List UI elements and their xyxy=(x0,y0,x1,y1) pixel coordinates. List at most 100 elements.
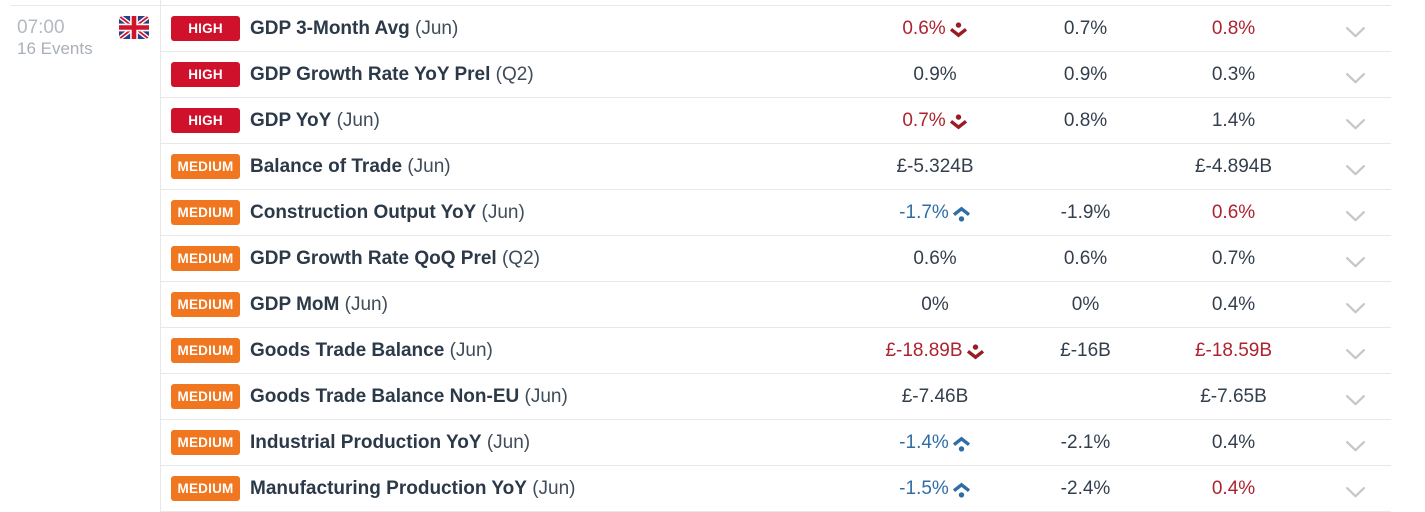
event-period: (Q2) xyxy=(496,247,540,269)
event-name[interactable]: Goods Trade Balance (Jun) xyxy=(250,340,860,362)
actual-value-cell: -1.7% xyxy=(860,202,1010,224)
importance-badge: MEDIUM xyxy=(171,154,240,179)
event-row[interactable]: MEDIUM Manufacturing Production YoY (Jun… xyxy=(160,466,1391,512)
chevron-down-icon xyxy=(1346,441,1365,452)
event-name-text: GDP Growth Rate YoY Prel xyxy=(250,63,491,85)
actual-value-cell: 0.7% xyxy=(860,110,1010,132)
time-group-cell: 07:00 16 Events xyxy=(11,6,160,512)
events-count-label: 16 Events xyxy=(17,38,93,58)
previous-value: 0.9% xyxy=(1063,63,1108,85)
event-name[interactable]: Construction Output YoY (Jun) xyxy=(250,202,860,224)
event-period: (Jun) xyxy=(339,293,388,315)
event-period: (Jun) xyxy=(481,431,531,453)
importance-badge: MEDIUM xyxy=(171,200,240,225)
previous-value: 0.8% xyxy=(1063,109,1108,131)
importance-badge: MEDIUM xyxy=(171,476,240,501)
event-name[interactable]: GDP YoY (Jun) xyxy=(250,110,860,132)
expand-row-button[interactable] xyxy=(1313,257,1398,268)
event-name-text: GDP YoY xyxy=(250,109,332,131)
event-name[interactable]: GDP Growth Rate QoQ Prel (Q2) xyxy=(250,248,860,270)
consensus-value: 0.4% xyxy=(1211,293,1256,315)
previous-value: 0.6% xyxy=(1063,247,1108,269)
actual-value: £-18.89B xyxy=(885,339,963,361)
event-row[interactable]: HIGH GDP 3-Month Avg (Jun) 0.6% 0.7% 0.8… xyxy=(160,6,1391,52)
consensus-value: 0.4% xyxy=(1211,477,1256,499)
consensus-value: £-4.894B xyxy=(1194,155,1273,177)
expand-row-button[interactable] xyxy=(1313,349,1398,360)
expand-row-button[interactable] xyxy=(1313,73,1398,84)
importance-badge: HIGH xyxy=(171,108,240,133)
chevron-down-icon xyxy=(1346,119,1365,130)
event-row[interactable]: MEDIUM Goods Trade Balance (Jun) £-18.89… xyxy=(160,328,1391,374)
event-name-text: GDP MoM xyxy=(250,293,340,315)
event-period: (Jun) xyxy=(409,17,459,39)
actual-value: £-5.324B xyxy=(896,155,974,177)
event-name-text: Industrial Production YoY xyxy=(250,431,482,453)
event-name-text: Manufacturing Production YoY xyxy=(250,477,527,499)
actual-value-cell: £-7.46B xyxy=(860,386,1010,408)
previous-value: -2.1% xyxy=(1060,431,1111,453)
event-name-text: Goods Trade Balance xyxy=(250,339,445,361)
event-name[interactable]: GDP MoM (Jun) xyxy=(250,294,860,316)
expand-row-button[interactable] xyxy=(1313,303,1398,314)
event-name[interactable]: Goods Trade Balance Non-EU (Jun) xyxy=(250,386,860,408)
event-name[interactable]: GDP Growth Rate YoY Prel (Q2) xyxy=(250,64,860,86)
previous-value: -2.4% xyxy=(1060,477,1111,499)
time-group-block: 07:00 16 Events HIGH GDP 3-Month Avg (Ju… xyxy=(11,5,1391,512)
event-period: (Jun) xyxy=(444,339,493,361)
importance-badge: HIGH xyxy=(171,16,240,41)
event-period: (Q2) xyxy=(490,63,534,85)
actual-value: -1.7% xyxy=(899,201,949,223)
event-period: (Jun) xyxy=(331,109,380,131)
actual-value: 0.6% xyxy=(913,247,957,269)
actual-higher-arrow-icon xyxy=(952,436,971,452)
actual-value: 0.9% xyxy=(913,63,957,85)
event-row[interactable]: MEDIUM GDP Growth Rate QoQ Prel (Q2) 0.6… xyxy=(160,236,1391,282)
consensus-value: 0.3% xyxy=(1211,63,1256,85)
actual-value: 0.7% xyxy=(902,109,946,131)
actual-value-cell: £-5.324B xyxy=(860,156,1010,178)
actual-higher-arrow-icon xyxy=(952,482,971,498)
expand-row-button[interactable] xyxy=(1313,211,1398,222)
consensus-value: 0.4% xyxy=(1211,431,1256,453)
event-row[interactable]: HIGH GDP Growth Rate YoY Prel (Q2) 0.9% … xyxy=(160,52,1391,98)
time-info: 07:00 16 Events xyxy=(17,17,93,58)
events-list: HIGH GDP 3-Month Avg (Jun) 0.6% 0.7% 0.8… xyxy=(160,6,1391,512)
expand-row-button[interactable] xyxy=(1313,487,1398,498)
event-row[interactable]: MEDIUM Goods Trade Balance Non-EU (Jun) … xyxy=(160,374,1391,420)
actual-lower-arrow-icon xyxy=(966,343,985,360)
chevron-down-icon xyxy=(1346,395,1365,406)
event-row[interactable]: MEDIUM Industrial Production YoY (Jun) -… xyxy=(160,420,1391,466)
event-name[interactable]: Balance of Trade (Jun) xyxy=(250,156,860,178)
previous-value: 0% xyxy=(1071,293,1100,315)
event-period: (Jun) xyxy=(476,201,525,223)
consensus-value: 1.4% xyxy=(1211,109,1256,131)
previous-value: £-16B xyxy=(1060,339,1111,361)
expand-row-button[interactable] xyxy=(1313,395,1398,406)
event-name[interactable]: Manufacturing Production YoY (Jun) xyxy=(250,478,860,500)
importance-badge: HIGH xyxy=(171,62,240,87)
expand-row-button[interactable] xyxy=(1313,441,1398,452)
event-period: (Jun) xyxy=(526,477,576,499)
chevron-down-icon xyxy=(1346,303,1365,314)
consensus-value: 0.7% xyxy=(1211,247,1256,269)
chevron-down-icon xyxy=(1346,211,1365,222)
event-name[interactable]: GDP 3-Month Avg (Jun) xyxy=(250,18,860,40)
consensus-value: £-7.65B xyxy=(1200,385,1267,407)
chevron-down-icon xyxy=(1346,73,1365,84)
actual-value: £-7.46B xyxy=(901,385,969,407)
event-name[interactable]: Industrial Production YoY (Jun) xyxy=(250,432,860,454)
expand-row-button[interactable] xyxy=(1313,27,1398,38)
expand-row-button[interactable] xyxy=(1313,165,1398,176)
event-row[interactable]: MEDIUM Construction Output YoY (Jun) -1.… xyxy=(160,190,1391,236)
actual-value-cell: 0% xyxy=(860,294,1010,316)
event-row[interactable]: MEDIUM Balance of Trade (Jun) £-5.324B £… xyxy=(160,144,1391,190)
importance-badge: MEDIUM xyxy=(171,246,240,271)
event-row[interactable]: HIGH GDP YoY (Jun) 0.7% 0.8% 1.4% xyxy=(160,98,1391,144)
event-row[interactable]: MEDIUM GDP MoM (Jun) 0% 0% 0.4% xyxy=(160,282,1391,328)
event-period: (Jun) xyxy=(402,155,451,177)
consensus-value: £-18.59B xyxy=(1194,339,1273,361)
consensus-value: 0.8% xyxy=(1211,17,1256,39)
expand-row-button[interactable] xyxy=(1313,119,1398,130)
event-name-text: Construction Output YoY xyxy=(250,201,477,223)
